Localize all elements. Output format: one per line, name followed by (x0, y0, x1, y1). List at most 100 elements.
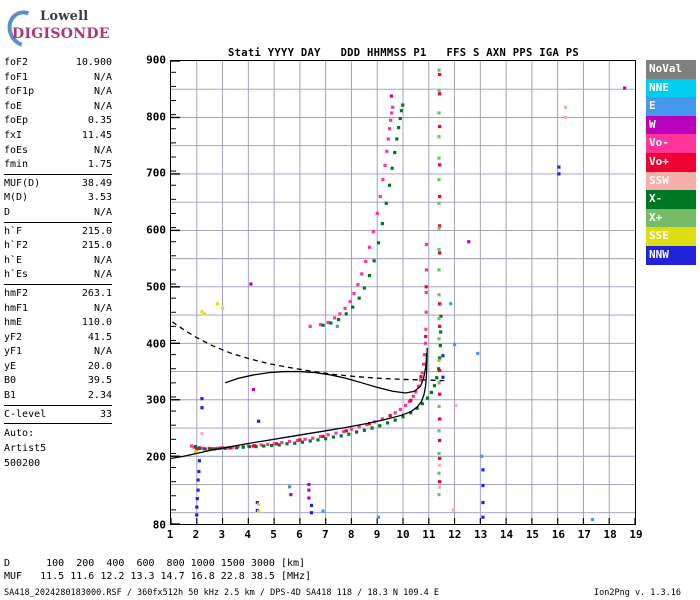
param-row-foes: foEs N/A (4, 144, 112, 159)
x-tick-19: 19 (629, 528, 643, 541)
param-row-hmf1: hmF1 N/A (4, 302, 112, 317)
param-key: hmF1 (4, 302, 29, 314)
param-key: yF1 (4, 346, 23, 358)
param-value: 215.0 (81, 240, 112, 252)
x-tick-1: 1 (166, 528, 174, 541)
legend-item-x[interactable]: X+ (646, 208, 696, 228)
legend-item-vo[interactable]: Vo- (646, 134, 696, 153)
x-tick-9: 9 (373, 528, 381, 541)
param-row-hes: h`Es N/A (4, 268, 112, 283)
series-sse-yellow-scattered-echoes (193, 302, 261, 514)
param-row-ye: yE 20.0 (4, 360, 112, 375)
series-x-x-mode-f2-trace-2nd-hop (321, 103, 405, 327)
param-auto-line: Artist5 (4, 443, 47, 455)
param-key: M(D) (4, 192, 29, 204)
param-group-divider (4, 423, 112, 425)
param-value: 11.45 (81, 129, 112, 141)
y-tick-300: 300 (146, 393, 166, 407)
param-value: 0.35 (87, 115, 112, 127)
param-key: foF1 (4, 71, 29, 83)
x-tick-5: 5 (270, 528, 277, 541)
series-x-light-green-x-mode-echoes (437, 68, 441, 497)
legend-item-nnw[interactable]: NNW (646, 245, 696, 265)
legend-item-x[interactable]: X- (646, 190, 696, 209)
footer-distance-row: D 100 200 400 600 800 1000 1500 3000 [km… (4, 558, 306, 569)
y-tick-500: 500 (146, 280, 166, 294)
legend-item-w[interactable]: W (646, 115, 696, 135)
param-row-foe: foE N/A (4, 100, 112, 115)
param-key: h`F2 (4, 240, 29, 252)
param-value: N/A (93, 269, 112, 281)
x-tick-14: 14 (499, 528, 514, 541)
series-vo-red-o-mode-echoes (195, 72, 442, 484)
param-value: 215.0 (81, 225, 112, 237)
param-row-hf2: h`F2 215.0 (4, 239, 112, 254)
y-tick-900: 900 (146, 53, 166, 67)
footer-muf-row: MUF 11.5 11.6 12.2 13.3 14.7 16.8 22.8 3… (4, 571, 312, 582)
series-black-profile-true-height-electron-density-profile (171, 347, 428, 460)
param-key: fxI (4, 129, 23, 141)
legend-item-ssw[interactable]: SSW (646, 171, 696, 191)
y-tick-600: 600 (146, 223, 166, 237)
param-row-b0: B0 39.5 (4, 374, 112, 389)
x-tick-17: 17 (577, 528, 591, 541)
param-value: N/A (93, 254, 112, 266)
ionogram-canvas (171, 61, 635, 524)
param-value: 41.5 (87, 331, 112, 343)
x-tick-8: 8 (347, 528, 355, 541)
ionogram-parameter-table: foF2 10.900 foF1 N/A foF1p N/A foE N/A foEp 0.35 f… (4, 56, 112, 471)
param-value: 110.0 (81, 317, 112, 329)
y-tick-800: 800 (146, 110, 166, 124)
x-tick-2: 2 (192, 528, 200, 541)
legend-item-sse[interactable]: SSE (646, 227, 696, 246)
series-e-light-blue-scattered-echoes (287, 302, 595, 522)
param-key: D (4, 206, 11, 218)
doppler-legend: NoVal NNE E W Vo- Vo+ SSW X- X+ SSE NNW (646, 60, 696, 265)
x-tick-16: 16 (551, 528, 565, 541)
param-key: foF2 (4, 57, 29, 68)
footer-version: Ion2Png v. 1.3.16 (594, 588, 681, 598)
param-row-clevel: C-level 33 (4, 408, 112, 423)
param-row-yf2: yF2 41.5 (4, 331, 112, 346)
param-key: yE (4, 360, 17, 372)
param-row-md: M(D) 3.53 (4, 191, 112, 206)
param-value: N/A (93, 206, 112, 218)
legend-item-nne[interactable]: NNE (646, 78, 696, 98)
param-key: h`F (4, 225, 23, 237)
param-key: foEp (4, 115, 29, 127)
param-row-fof1p: foF1p N/A (4, 85, 112, 100)
legend-item-vo[interactable]: Vo+ (646, 152, 696, 172)
x-tick-7: 7 (322, 528, 329, 541)
param-value: 1.75 (87, 159, 112, 171)
param-value: 33 (99, 408, 112, 420)
param-value: N/A (93, 100, 112, 112)
param-key: foE (4, 100, 23, 112)
x-tick-18: 18 (603, 528, 617, 541)
param-value: N/A (93, 302, 112, 314)
series-vo-o-mode-f2-trace-1st-hop (190, 242, 429, 451)
param-row-fof1: foF1 N/A (4, 71, 112, 86)
param-row-hf: h`F 215.0 (4, 225, 112, 240)
x-tick-12: 12 (448, 528, 462, 541)
param-row-yf1: yF1 N/A (4, 345, 112, 360)
y-tick-80: 80 (152, 518, 166, 532)
legend-item-e[interactable]: E (646, 97, 696, 116)
x-tick-4: 4 (244, 528, 251, 541)
param-value: 20.0 (87, 360, 112, 372)
param-value: 38.49 (81, 177, 112, 189)
param-row-fmin: fmin 1.75 (4, 158, 112, 173)
param-row-he: h`E N/A (4, 254, 112, 269)
param-row-fxi: fxI 11.45 (4, 129, 112, 144)
param-key: MUF(D) (4, 177, 41, 189)
legend-item-noval[interactable]: NoVal (646, 60, 696, 79)
lowell-digisonde-logo: Lowell DIGISONDE (1, 4, 126, 54)
param-group-divider (4, 404, 112, 406)
logo-digisonde-text: DIGISONDE (12, 26, 110, 42)
series-black-secondary-branch (224, 353, 428, 394)
series-black-dashed-muf-oblique-curve (171, 321, 445, 382)
x-tick-3: 3 (218, 528, 226, 541)
param-key: foF1p (4, 86, 35, 98)
param-value: 263.1 (81, 287, 112, 299)
param-row-b1: B1 2.34 (4, 389, 112, 404)
param-key: h`Es (4, 269, 29, 281)
